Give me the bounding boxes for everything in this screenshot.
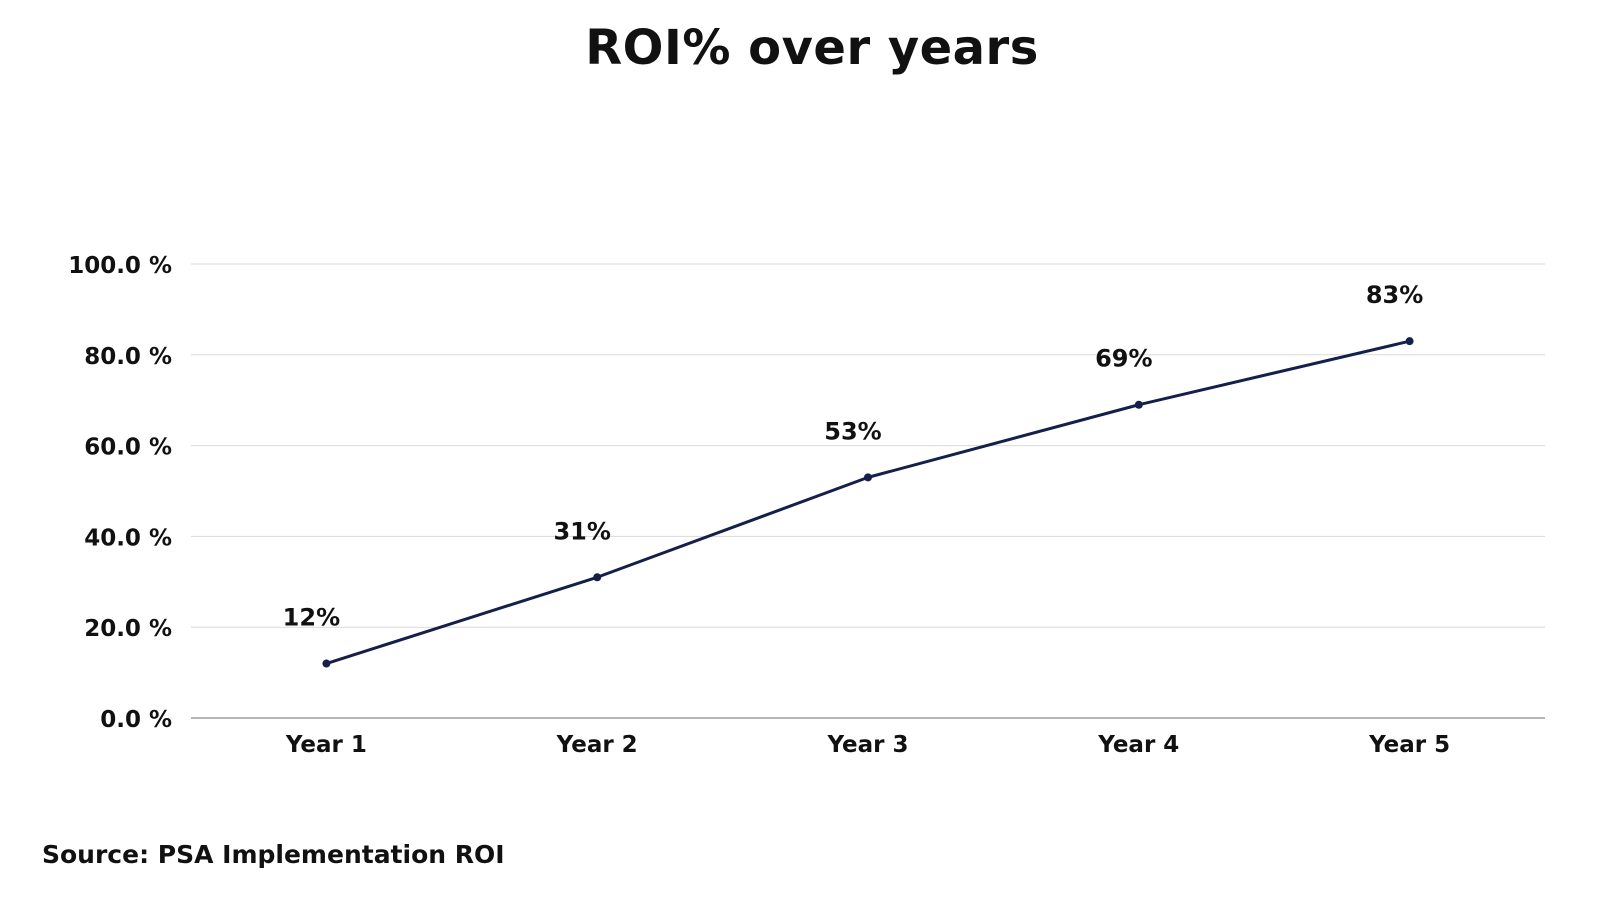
x-tick-label: Year 4 bbox=[1097, 732, 1179, 758]
data-label: 69% bbox=[1095, 345, 1152, 373]
data-point bbox=[1134, 400, 1143, 409]
x-tick-label: Year 3 bbox=[826, 732, 908, 758]
data-point bbox=[1405, 337, 1414, 346]
x-tick-label: Year 2 bbox=[556, 732, 638, 758]
data-point bbox=[593, 573, 602, 582]
gridlines bbox=[191, 263, 1545, 719]
data-label: 31% bbox=[553, 517, 610, 545]
y-tick-label: 80.0 % bbox=[84, 344, 172, 370]
series-line bbox=[324, 339, 1412, 666]
x-tick-label: Year 1 bbox=[285, 732, 367, 758]
data-labels: 12% 31% 53% 69% 83% bbox=[283, 281, 1424, 631]
y-tick-label: 100.0 % bbox=[68, 253, 172, 279]
chart-title: ROI% over years bbox=[585, 20, 1039, 76]
y-tick-label: 40.0 % bbox=[84, 525, 172, 551]
data-point-markers bbox=[322, 337, 1414, 668]
y-tick-label: 20.0 % bbox=[84, 616, 172, 642]
series-line-layer bbox=[324, 339, 1412, 666]
data-point bbox=[864, 473, 872, 482]
source-note: Source: PSA Implementation ROI bbox=[42, 840, 505, 869]
data-label: 83% bbox=[1366, 281, 1423, 309]
data-label: 12% bbox=[283, 604, 340, 632]
x-axis-tick-labels: Year 1 Year 2 Year 3 Year 4 Year 5 bbox=[285, 732, 1450, 758]
y-tick-label: 0.0 % bbox=[100, 707, 172, 733]
data-point bbox=[322, 659, 331, 668]
data-label: 53% bbox=[824, 417, 881, 445]
y-axis-tick-labels: 0.0 % 20.0 % 40.0 % 60.0 % 80.0 % 100.0 % bbox=[68, 253, 172, 733]
x-tick-label: Year 5 bbox=[1368, 732, 1450, 758]
y-tick-label: 60.0 % bbox=[84, 435, 172, 461]
